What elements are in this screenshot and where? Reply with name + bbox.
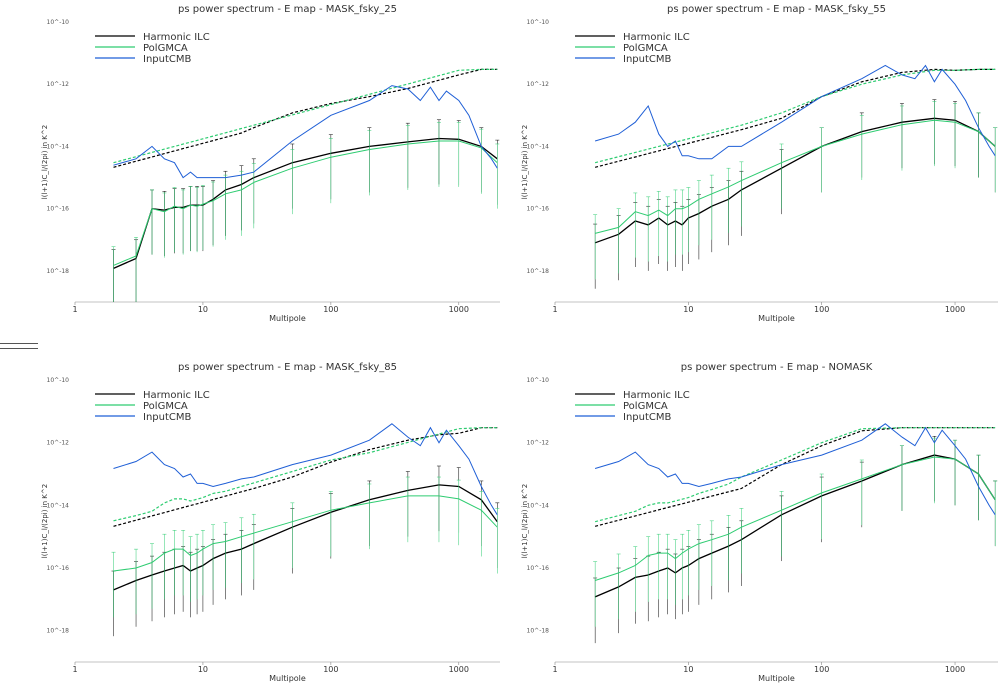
noise-curve (594, 427, 996, 527)
x-tick-label: 100 (814, 665, 829, 674)
y-axis-label: l(l+1)C_l/(2pi) in K^2 (41, 484, 49, 558)
noise-curve (113, 427, 498, 527)
y-tick-label: 10^-16 (47, 565, 70, 572)
series-2 (593, 427, 998, 627)
y-tick-label: 10^-16 (47, 206, 70, 213)
x-tick-label: 10 (198, 305, 208, 314)
x-axis-label: Multipole (269, 314, 306, 323)
chart-panel-4: ps power spectrum - E map - NOMASK Multip… (521, 362, 998, 683)
x-tick-label: 100 (323, 305, 338, 314)
noise-curve (594, 68, 996, 164)
x-tick-label: 10 (683, 305, 693, 314)
separator-mark (0, 343, 40, 351)
x-tick-label: 1 (72, 305, 77, 314)
y-axis-label: l(l+1)C_l/(2pi) in K^2 (521, 125, 529, 199)
chart-panel-2: ps power spectrum - E map - MASK_fsky_55… (521, 4, 998, 323)
series-1 (111, 427, 500, 637)
x-axis-label: Multipole (758, 314, 795, 323)
legend-entry: PolGMCA (623, 401, 668, 412)
y-tick-label: 10^-10 (47, 377, 70, 384)
series-line (594, 423, 996, 516)
y-tick-label: 10^-18 (47, 628, 70, 635)
y-axis-label: l(l+1)C_l/(2pi) in K^2 (41, 125, 49, 199)
x-tick-label: 1 (552, 305, 557, 314)
y-tick-label: 10^-14 (527, 143, 550, 150)
legend-entry: Harmonic ILC (143, 32, 210, 43)
series-2 (111, 427, 500, 618)
y-tick-label: 10^-14 (47, 143, 70, 150)
y-tick-label: 10^-16 (527, 206, 550, 213)
legend-entry: InputCMB (143, 412, 192, 423)
noise-curve (594, 68, 996, 168)
series-line (594, 119, 996, 234)
legend-entry: PolGMCA (623, 43, 668, 54)
chart-title: ps power spectrum - E map - NOMASK (681, 362, 873, 373)
series-1 (593, 68, 998, 289)
x-tick-label: 1 (552, 665, 557, 674)
legend-entry: InputCMB (143, 54, 192, 65)
series-line (113, 137, 498, 269)
series-line (113, 495, 498, 572)
y-axis-label: l(l+1)C_l/(2pi) in K^2 (521, 484, 529, 558)
legend-entry: InputCMB (623, 54, 672, 65)
y-tick-label: 10^-14 (527, 502, 550, 509)
series-1 (593, 427, 998, 644)
y-tick-label: 10^-18 (527, 268, 550, 275)
series-line (594, 117, 996, 244)
chart-panel-3: ps power spectrum - E map - MASK_fsky_85… (41, 362, 500, 683)
y-tick-label: 10^-16 (527, 565, 550, 572)
legend-entry: Harmonic ILC (143, 390, 210, 401)
chart-title: ps power spectrum - E map - MASK_fsky_55 (667, 4, 886, 15)
y-tick-label: 10^-12 (527, 81, 550, 88)
series-line (594, 454, 996, 598)
series-line (594, 456, 996, 581)
y-tick-label: 10^-12 (527, 440, 550, 447)
series-3 (113, 423, 498, 516)
noise-curve (113, 68, 498, 164)
x-tick-label: 1000 (945, 665, 965, 674)
legend-entry: Harmonic ILC (623, 32, 690, 43)
y-tick-label: 10^-18 (47, 268, 70, 275)
y-tick-label: 10^-12 (47, 81, 70, 88)
legend-entry: Harmonic ILC (623, 390, 690, 401)
y-tick-label: 10^-14 (47, 502, 70, 509)
series-2 (111, 68, 500, 302)
x-tick-label: 1000 (449, 305, 469, 314)
chart-panel-1: ps power spectrum - E map - MASK_fsky_25… (41, 4, 500, 323)
x-axis-label: Multipole (269, 674, 306, 683)
x-tick-label: 1000 (945, 305, 965, 314)
legend-entry: PolGMCA (143, 43, 188, 54)
x-axis-label: Multipole (758, 674, 795, 683)
legend-entry: PolGMCA (143, 401, 188, 412)
series-line (113, 85, 498, 179)
noise-curve (594, 427, 996, 523)
x-tick-label: 1000 (449, 665, 469, 674)
series-3 (594, 423, 996, 516)
legend-entry: InputCMB (623, 412, 672, 423)
series-2 (593, 68, 998, 280)
x-tick-label: 100 (814, 305, 829, 314)
x-tick-label: 10 (198, 665, 208, 674)
y-tick-label: 10^-10 (527, 377, 550, 384)
series-line (594, 64, 996, 160)
chart-title: ps power spectrum - E map - MASK_fsky_85 (178, 362, 397, 373)
y-tick-label: 10^-18 (527, 628, 550, 635)
x-tick-label: 10 (683, 665, 693, 674)
y-tick-label: 10^-10 (527, 19, 550, 26)
series-1 (111, 68, 500, 302)
y-tick-label: 10^-10 (47, 19, 70, 26)
x-tick-label: 1 (72, 665, 77, 674)
y-tick-label: 10^-12 (47, 440, 70, 447)
series-3 (594, 64, 996, 160)
series-line (113, 423, 498, 516)
chart-title: ps power spectrum - E map - MASK_fsky_25 (178, 4, 397, 15)
series-3 (113, 85, 498, 179)
x-tick-label: 100 (323, 665, 338, 674)
noise-curve (113, 68, 498, 168)
